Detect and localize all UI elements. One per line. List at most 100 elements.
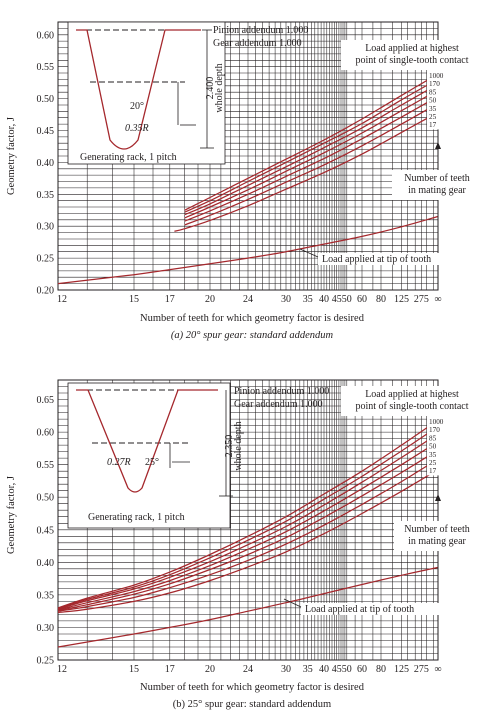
y-tick-label: 0.25: [37, 656, 55, 667]
x-tick-label: 35: [303, 664, 313, 675]
x-tick-label: 80: [376, 294, 386, 305]
y-tick-label: 0.65: [37, 395, 55, 406]
highest-point-annotation: Load applied at highest point of single-t…: [341, 40, 483, 70]
annotation-line: Load applied at highest: [365, 43, 459, 54]
pinion-addendum-label: Pinion addendum 1.000: [213, 25, 308, 36]
inset-box: [67, 382, 231, 529]
y-tick-label: 0.45: [37, 525, 55, 536]
inset-title: Generating rack, 1 pitch: [80, 152, 177, 163]
y-axis-title: Geometry factor, J: [6, 117, 17, 195]
y-tick-label: 0.55: [37, 62, 55, 73]
series-label: 50: [429, 97, 437, 105]
mating-annotation: Number of teeth in mating gear: [394, 494, 480, 551]
inset-b: Pinion addendum 1.000 Gear addendum 1.00…: [67, 382, 329, 529]
series-line-load-applied-at-tip-of-tooth: [57, 566, 438, 648]
annotation-line: point of single-tooth contact: [355, 401, 468, 412]
x-tick-label: 17: [165, 664, 175, 675]
series-line-50: [57, 441, 438, 611]
highest-point-annotation: Load applied at highest point of single-t…: [341, 386, 483, 416]
x-axis-title: Number of teeth for which geometry facto…: [140, 313, 365, 324]
series-line-170: [57, 426, 438, 610]
panel-a: 0.20 0.25 0.30 0.35 0.40 0.45 0.50 0.55 0.60 12 15…: [6, 21, 483, 341]
panel-caption: (b) 25° spur gear: standard addendum: [173, 699, 331, 710]
x-tick-label: 35: [303, 294, 313, 305]
series-label: 17: [429, 467, 437, 475]
y-tick-label: 0.60: [37, 428, 55, 439]
series-line-load-applied-at-tip-of-tooth: [57, 215, 438, 285]
y-tick-label: 0.20: [37, 286, 55, 297]
series-line-85: [184, 83, 438, 216]
annotation-line: in mating gear: [408, 185, 466, 196]
mating-bg: [392, 170, 482, 200]
series-line-25: [184, 103, 438, 226]
tip-bg: [301, 603, 443, 615]
panel-caption: (a) 20° spur gear: standard addendum: [171, 330, 334, 341]
series-label: 85: [429, 434, 437, 442]
x-tick-label: 24: [243, 294, 253, 305]
depth-value: 2.400: [205, 77, 216, 100]
tip-label: Load applied at tip of tooth: [322, 254, 431, 265]
annotation-line: Number of teeth: [404, 173, 470, 184]
tip-label: Load applied at tip of tooth: [305, 604, 414, 615]
depth-label: whole depth: [233, 421, 244, 470]
series-line-170: [184, 78, 438, 213]
mating-label: Number of teeth in mating gear: [404, 524, 470, 547]
series-line-35: [184, 96, 438, 222]
series-label: 50: [429, 443, 437, 451]
x-tick-label: 125: [394, 294, 409, 305]
x-tick-label: 15: [129, 664, 139, 675]
series-label: 1000: [429, 72, 444, 80]
tip-bg: [318, 253, 458, 265]
x-tick-label: 30: [281, 294, 291, 305]
x-tick-label: ∞: [434, 294, 441, 305]
x-tick-label: 50: [342, 294, 352, 305]
annotation-line: point of single-tooth contact: [355, 55, 468, 66]
x-tick-label: 12: [57, 294, 67, 305]
y-tick-label: 0.35: [37, 590, 55, 601]
series-label: 35: [429, 451, 437, 459]
x-tick-label: 60: [357, 294, 367, 305]
mating-arrowhead: [435, 494, 441, 501]
pressure-angle-label: 20°: [130, 101, 144, 112]
annotation-line: in mating gear: [408, 536, 466, 547]
inset-title: Generating rack, 1 pitch: [88, 512, 185, 523]
series-line-17: [174, 112, 438, 232]
series-label: 35: [429, 105, 437, 113]
rack-profile: [76, 389, 218, 493]
y-tick-label: 0.30: [37, 222, 55, 233]
pressure-angle-label: 25°: [145, 457, 159, 468]
x-tick-label: 80: [376, 664, 386, 675]
inset-box: [67, 21, 226, 165]
series-label: 25: [429, 459, 437, 467]
highest-point-bg: [341, 40, 483, 70]
x-tick-label: 24: [243, 664, 253, 675]
annotation-line: Load applied at highest: [365, 389, 459, 400]
x-tick-label: 15: [129, 294, 139, 305]
series-line-1000: [184, 73, 438, 211]
series-label: 1000: [429, 418, 444, 426]
series-label: 17: [429, 121, 437, 129]
mating-label: Number of teeth in mating gear: [404, 173, 470, 196]
highest-point-label: Load applied at highest point of single-t…: [355, 43, 468, 66]
mating-annotation: Number of teeth in mating gear: [392, 142, 482, 200]
tip-arrow: [299, 248, 319, 258]
x-tick-label: 275: [414, 664, 429, 675]
inset-a: Pinion addendum 1.000 Gear addendum 1.00…: [67, 21, 308, 165]
x-axis-title: Number of teeth for which geometry facto…: [140, 682, 365, 693]
x-tick-label: 45: [332, 664, 342, 675]
series-label: 170: [429, 80, 440, 88]
x-tick-label: 20: [205, 294, 215, 305]
series-label: 25: [429, 113, 437, 121]
depth-label: whole depth: [214, 63, 225, 112]
x-tick-label: 17: [165, 294, 175, 305]
x-tick-label: 275: [414, 294, 429, 305]
y-tick-label: 0.40: [37, 158, 55, 169]
mating-bg: [394, 521, 480, 551]
x-tick-label: 40: [319, 664, 329, 675]
series-line-50: [184, 89, 438, 219]
series-label: 170: [429, 426, 440, 434]
fillet-radius-label: 0.27R: [107, 457, 131, 468]
x-tick-label: 12: [57, 664, 67, 675]
y-tick-label: 0.35: [37, 190, 55, 201]
